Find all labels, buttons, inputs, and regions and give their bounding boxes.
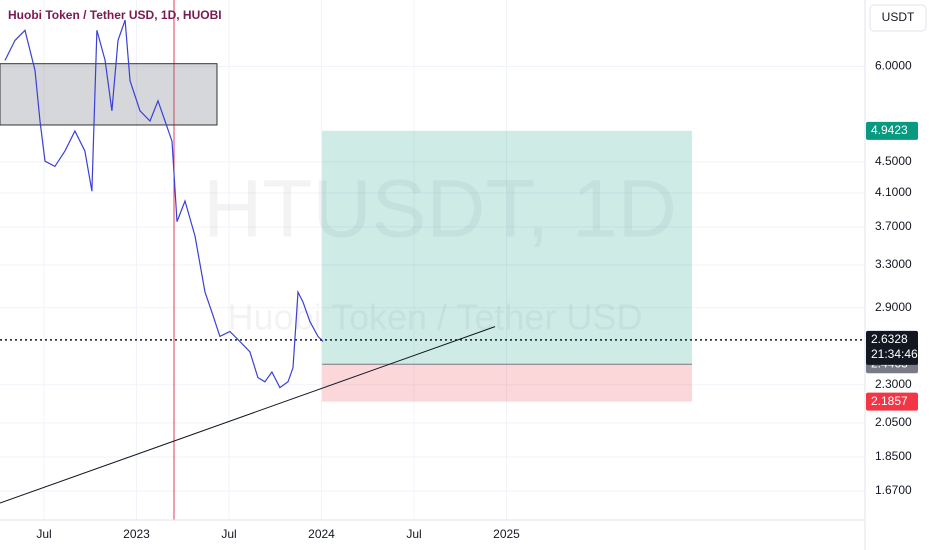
x-tick-label: 2025: [493, 527, 520, 541]
y-tick-label: 3.7000: [875, 219, 912, 233]
currency-button[interactable]: [869, 4, 927, 32]
last-price-label: 2.6328: [871, 332, 908, 346]
watermark: HTUSDT, 1D: [203, 164, 677, 255]
stop-label: 2.1857: [871, 394, 908, 408]
target-label: 4.9423: [871, 123, 908, 137]
last-price-label-box: [866, 330, 918, 365]
y-tick-label: 1.6700: [875, 483, 912, 497]
x-tick-label: 2024: [308, 527, 335, 541]
x-tick-label: Jul: [36, 527, 51, 541]
y-tick-label: 3.3000: [875, 257, 912, 271]
price-line: [4, 19, 324, 389]
trendline: [0, 326, 496, 504]
zone: [0, 63, 218, 126]
currency-label[interactable]: USDT: [882, 10, 915, 24]
x-tick-label: Jul: [221, 527, 236, 541]
y-tick-label: 4.5000: [875, 154, 912, 168]
x-tick-label: Jul: [406, 527, 421, 541]
y-tick-label: 4.1000: [875, 185, 912, 199]
y-tick-label: 2.3000: [875, 377, 912, 391]
stop-label-box: [866, 392, 918, 411]
loss-zone: [322, 364, 693, 402]
y-tick-label: 2.9000: [875, 300, 912, 314]
countdown: 21:34:46: [871, 347, 918, 361]
x-tick-label: 2023: [123, 527, 150, 541]
y-tick-label: 2.0500: [875, 415, 912, 429]
target-label-box: [866, 121, 918, 140]
y-tick-label: 1.8500: [875, 449, 912, 463]
chart-title: Huobi Token / Tether USD, 1D, HUOBI: [8, 8, 222, 22]
profit-zone: [322, 130, 693, 365]
y-tick-label: 6.0000: [875, 59, 912, 73]
